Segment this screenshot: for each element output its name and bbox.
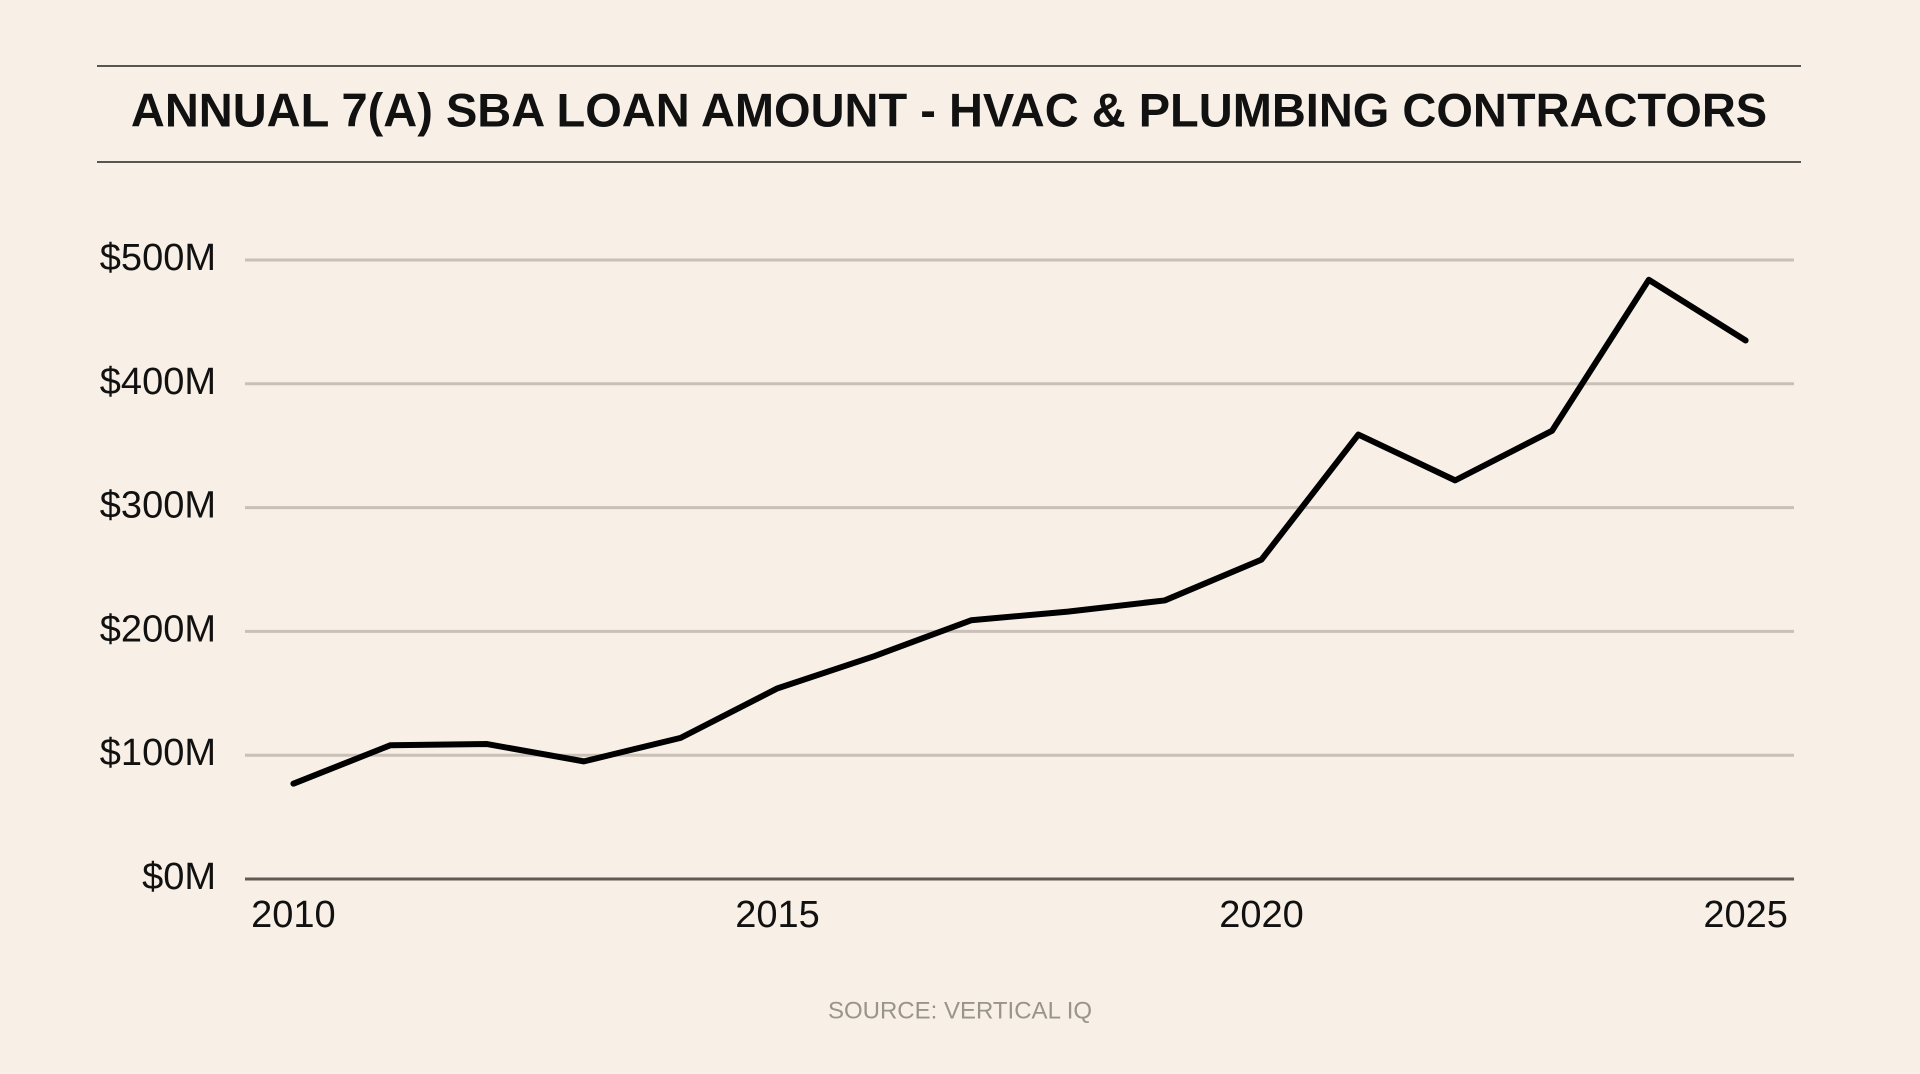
data-line xyxy=(290,276,1749,787)
y-tick-label: $200M xyxy=(100,608,216,650)
y-tick-label: $300M xyxy=(100,485,216,527)
x-tick-label: 2015 xyxy=(735,894,820,936)
x-tick-label: 2010 xyxy=(251,894,336,936)
y-tick-label: $100M xyxy=(100,732,216,774)
x-tick-label: 2020 xyxy=(1219,894,1304,936)
source: SOURCE: VERTICAL IQ xyxy=(828,997,1092,1024)
x-tick-label: 2025 xyxy=(1703,894,1788,936)
y-tick-label: $400M xyxy=(100,361,216,403)
y-tick-label: $500M xyxy=(100,237,216,279)
chart-title: ANNUAL 7(A) SBA LOAN AMOUNT - HVAC & PLU… xyxy=(131,83,1767,136)
y-tick-label: $0M xyxy=(142,856,216,898)
